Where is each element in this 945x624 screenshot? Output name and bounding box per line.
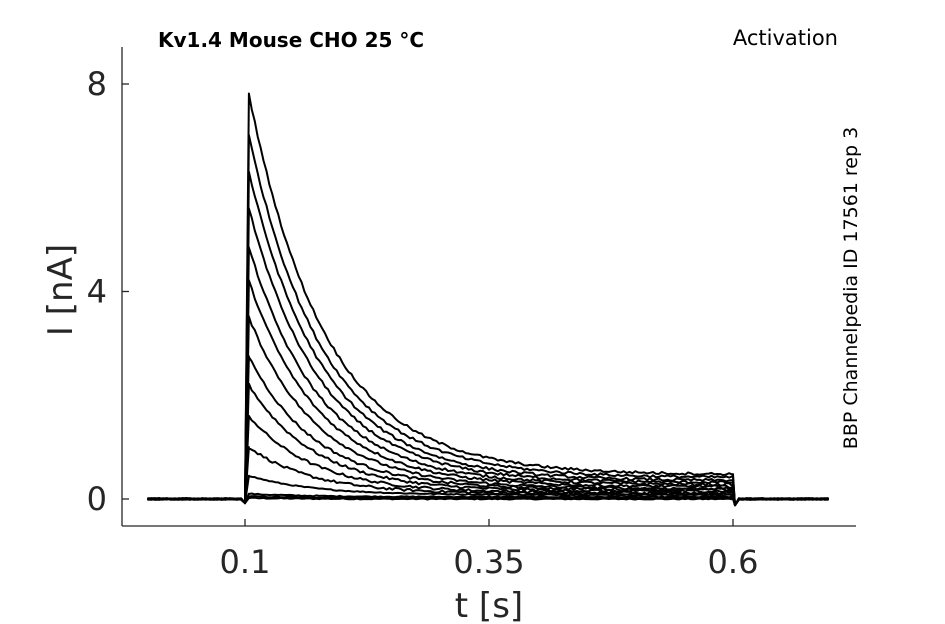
current-trace bbox=[147, 279, 829, 507]
current-traces bbox=[147, 92, 829, 507]
current-trace bbox=[147, 446, 829, 507]
chart-title: Kv1.4 Mouse CHO 25 °C bbox=[158, 28, 424, 52]
protocol-label: Activation bbox=[733, 26, 838, 50]
current-trace bbox=[147, 207, 829, 507]
current-trace bbox=[147, 414, 829, 507]
current-trace bbox=[147, 492, 829, 507]
y-tick-label: 4 bbox=[87, 273, 107, 311]
current-trace bbox=[147, 315, 829, 507]
axis-ticks: 0.1 0.35 0.6 0 4 8 bbox=[87, 65, 759, 581]
x-axis-label: t [s] bbox=[455, 586, 523, 624]
source-label: BBP Channelpedia ID 17561 rep 3 bbox=[840, 127, 862, 449]
current-trace bbox=[147, 170, 829, 507]
y-tick-label: 8 bbox=[87, 65, 107, 103]
current-trace bbox=[147, 134, 829, 507]
current-trace bbox=[147, 382, 829, 507]
x-tick-label: 0.35 bbox=[453, 543, 524, 581]
x-tick-label: 0.6 bbox=[708, 543, 759, 581]
y-tick-label: 0 bbox=[87, 480, 107, 518]
y-axis-label: I [nA] bbox=[41, 244, 81, 336]
current-trace bbox=[147, 92, 829, 507]
x-tick-label: 0.1 bbox=[220, 543, 271, 581]
current-trace bbox=[147, 495, 829, 507]
current-trace bbox=[147, 246, 829, 507]
